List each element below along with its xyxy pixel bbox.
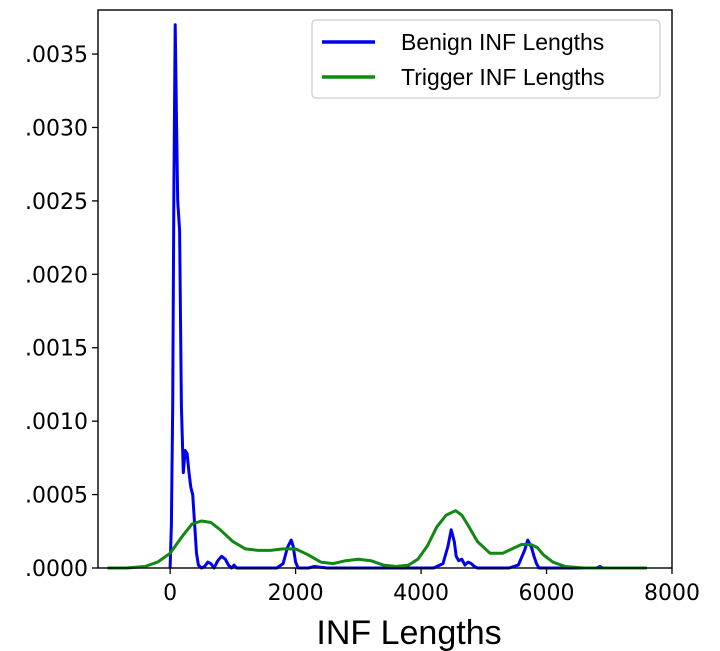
legend-label-trigger: Trigger INF Lengths xyxy=(401,64,605,90)
y-tick-label: .0030 xyxy=(25,116,88,141)
x-tick-label: 4000 xyxy=(393,581,449,606)
y-tick-label: .0035 xyxy=(25,43,88,68)
legend: Benign INF Lengths Trigger INF Lengths xyxy=(311,19,661,99)
y-tick-label: .0020 xyxy=(25,263,88,288)
x-tick-label: 8000 xyxy=(644,581,700,606)
legend-label-benign: Benign INF Lengths xyxy=(401,29,604,55)
x-tick-label: 6000 xyxy=(519,581,575,606)
x-tick-label: 0 xyxy=(163,581,177,606)
y-tick-label: .0015 xyxy=(25,337,88,362)
y-tick-label: .0010 xyxy=(25,410,88,435)
y-tick-label: .0005 xyxy=(25,484,88,509)
series-line-benign xyxy=(168,23,610,570)
legend-box xyxy=(311,19,661,99)
y-tick-label: .0000 xyxy=(25,557,88,582)
series-line-trigger xyxy=(107,509,647,570)
y-tick-label: .0025 xyxy=(25,190,88,215)
x-tick-label: 2000 xyxy=(268,581,324,606)
plot-frame xyxy=(97,9,673,569)
x-axis-title: INF Lengths xyxy=(316,614,501,651)
